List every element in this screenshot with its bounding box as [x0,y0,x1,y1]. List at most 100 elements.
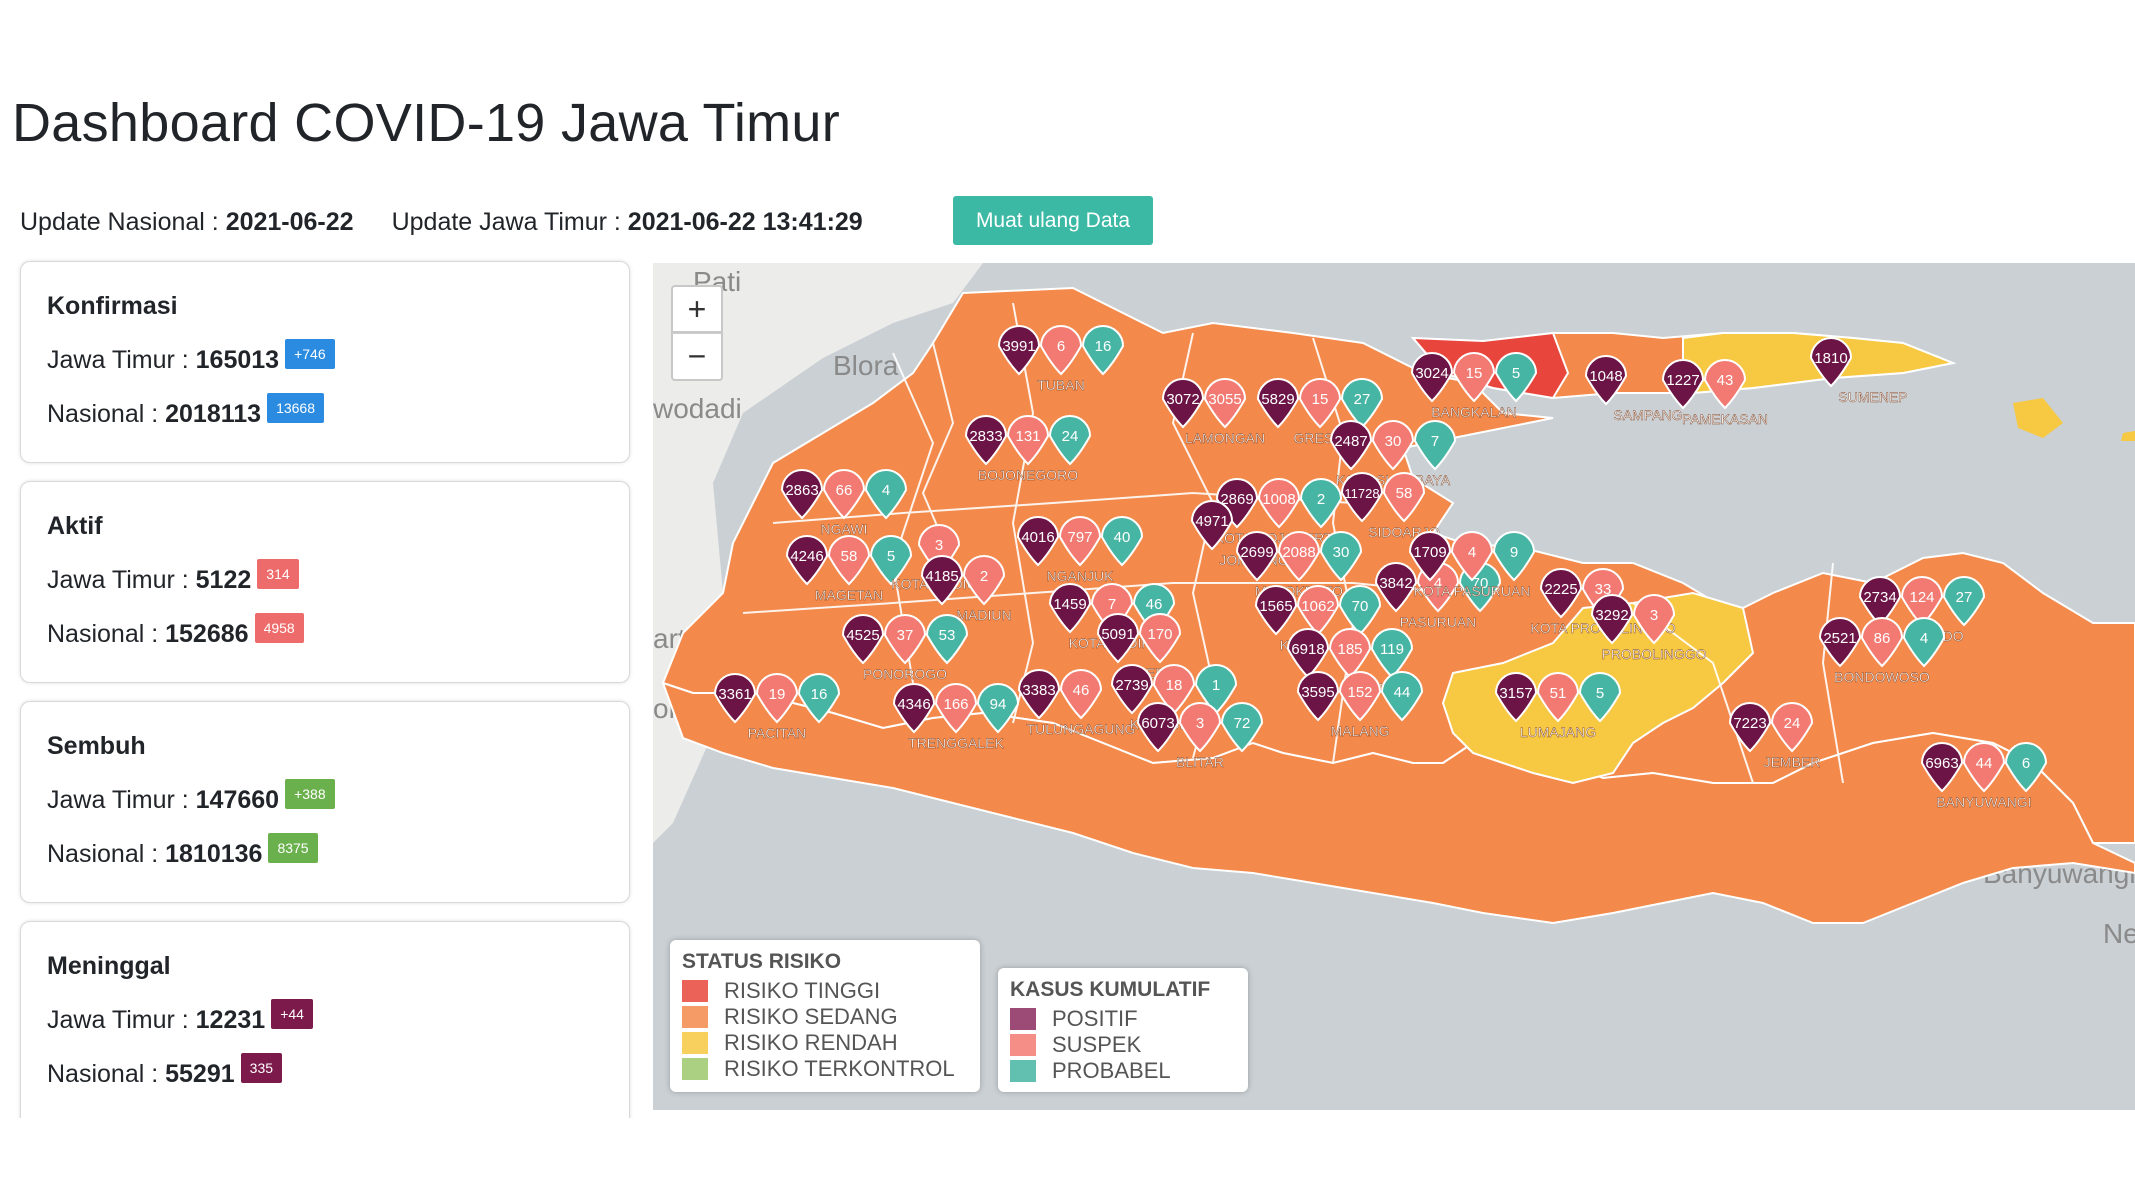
positif-pin[interactable] [1408,531,1452,582]
positif-pin[interactable] [1136,702,1180,753]
positif-pin[interactable] [1661,359,1705,410]
suspek-pin[interactable] [1703,359,1747,410]
suspek-pin[interactable] [1138,613,1182,664]
positif-pin[interactable] [780,469,824,520]
suspek-pin[interactable] [755,673,799,724]
suspek-pin[interactable] [1770,702,1814,753]
positif-pin[interactable] [1110,664,1154,715]
suspek-pin[interactable] [1059,669,1103,720]
probabel-pin[interactable] [1370,628,1414,679]
probabel-pin[interactable] [1413,420,1457,471]
positif-pin[interactable] [1235,531,1279,582]
suspek-pin[interactable] [1257,478,1301,529]
probabel-pin[interactable] [1340,378,1384,429]
probabel-pin[interactable] [1100,516,1144,567]
positif-pin[interactable] [1374,562,1418,613]
positif-pin[interactable] [892,683,936,734]
probabel-pin[interactable] [1578,672,1622,723]
region-marker-group[interactable]: 6073 3 72 BLITAR [1136,702,1264,770]
probabel-pin[interactable] [1081,325,1125,376]
positif-pin[interactable] [1017,669,1061,720]
suspek-pin[interactable] [962,555,1006,606]
suspek-pin[interactable] [1296,585,1340,636]
probabel-pin[interactable] [1220,702,1264,753]
suspek-pin[interactable] [1338,671,1382,722]
region-marker-group[interactable]: 3991 6 16 TUBAN [997,325,1125,393]
suspek-pin[interactable] [1382,472,1426,523]
probabel-pin[interactable] [864,469,908,520]
suspek-pin[interactable] [1058,516,1102,567]
suspek-pin[interactable] [1452,352,1496,403]
positif-pin[interactable] [997,325,1041,376]
suspek-pin[interactable] [1371,420,1415,471]
map-panel[interactable]: Pati Blora wodadi arta onogiri Banyuwang… [653,263,2135,1110]
suspek-pin[interactable] [1450,531,1494,582]
region-marker-group[interactable]: 3361 19 16 PACITAN [713,673,841,741]
positif-pin[interactable] [1190,500,1234,551]
positif-pin[interactable] [1296,671,1340,722]
positif-pin[interactable] [1329,420,1373,471]
suspek-pin[interactable] [1178,702,1222,753]
positif-pin[interactable] [1494,672,1538,723]
probabel-pin[interactable] [1380,671,1424,722]
suspek-pin[interactable] [1962,742,2006,793]
probabel-pin[interactable] [925,614,969,665]
positif-pin[interactable] [1254,585,1298,636]
region-marker-group[interactable]: 2521 86 4 BONDOWOSO [1818,617,1946,685]
positif-pin[interactable] [1809,337,1853,388]
positif-pin[interactable] [1048,583,1092,634]
probabel-pin[interactable] [869,535,913,586]
probabel-pin[interactable] [1048,415,1092,466]
positif-pin[interactable] [1584,355,1628,406]
positif-pin[interactable] [1410,352,1454,403]
suspek-pin[interactable] [1203,378,1247,429]
region-marker-group[interactable]: 3292 3 PROBOLINGGO [1590,594,1707,662]
region-marker-group[interactable]: 1227 43 PAMEKASAN [1661,359,1768,427]
region-marker-group[interactable]: 7223 24 JEMBER [1728,702,1821,770]
positif-pin[interactable] [1728,702,1772,753]
suspek-pin[interactable] [1900,576,1944,627]
suspek-pin[interactable] [1860,617,1904,668]
positif-pin[interactable] [1920,742,1964,793]
region-marker-group[interactable]: 2863 66 4 NGAWI [780,469,908,537]
region-marker-group[interactable]: 4346 166 94 TRENGGALEK [892,683,1020,751]
region-marker-group[interactable]: 1048 SAMPANG [1584,355,1683,423]
region-marker-group[interactable]: 1810 SUMENEP [1809,337,1908,405]
region-marker-group[interactable]: 3383 46 TULUNGAGUNG [1017,669,1136,737]
positif-pin[interactable] [1161,378,1205,429]
suspek-pin[interactable] [883,614,927,665]
probabel-pin[interactable] [1494,352,1538,403]
positif-pin[interactable] [1818,617,1862,668]
positif-pin[interactable] [1016,516,1060,567]
zoom-in-button[interactable]: + [671,285,723,333]
zoom-out-button[interactable]: − [671,333,723,381]
region-marker-group[interactable]: 3072 3055 LAMONGAN [1161,378,1265,446]
region-marker-group[interactable]: 3157 51 5 LUMAJANG [1494,672,1622,740]
region-marker-group[interactable]: 4016 797 40 NGANJUK [1016,516,1144,584]
probabel-pin[interactable] [1338,585,1382,636]
probabel-pin[interactable] [1299,478,1343,529]
suspek-pin[interactable] [1632,594,1676,645]
map-canvas[interactable]: Pati Blora wodadi arta onogiri Banyuwang… [653,263,2135,1110]
suspek-pin[interactable] [934,683,978,734]
region-marker-group[interactable]: 4246 58 5 MAGETAN [785,535,913,603]
positif-pin[interactable] [1590,594,1634,645]
positif-pin[interactable] [1340,472,1384,523]
suspek-pin[interactable] [1298,378,1342,429]
suspek-pin[interactable] [822,469,866,520]
suspek-pin[interactable] [1006,415,1050,466]
positif-pin[interactable] [785,535,829,586]
suspek-pin[interactable] [827,535,871,586]
positif-pin[interactable] [964,415,1008,466]
region-marker-group[interactable]: 3842 4 70 PASURUAN [1374,562,1502,630]
probabel-pin[interactable] [1319,531,1363,582]
positif-pin[interactable] [1286,628,1330,679]
probabel-pin[interactable] [976,683,1020,734]
probabel-pin[interactable] [2004,742,2048,793]
probabel-pin[interactable] [1902,617,1946,668]
